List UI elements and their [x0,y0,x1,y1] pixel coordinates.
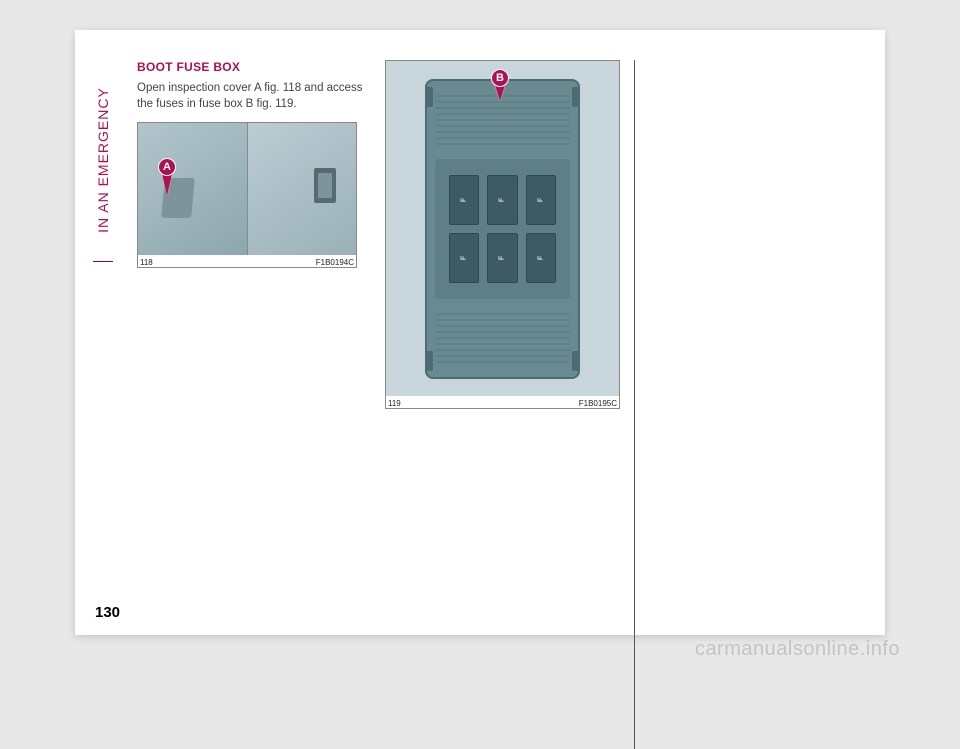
manual-page: IN AN EMERGENCY BOOT FUSE BOX Open inspe… [75,30,885,635]
left-column: BOOT FUSE BOX Open inspection cover A fi… [137,60,367,268]
page-number: 130 [95,604,120,621]
callout-arrow-b-icon [495,85,505,101]
fuse-slot [487,175,517,225]
figure-119-image: B [386,61,619,396]
fuse-slot [526,175,556,225]
callout-label-a: A [158,158,176,176]
fuse-slot [526,233,556,283]
figure-119-number: 119 [388,399,401,408]
figure-118-image: A [138,123,356,255]
chapter-label: IN AN EMERGENCY [95,70,111,250]
callout-marker-b: B [491,69,509,87]
figure-119-code: F1B0195C [579,399,617,408]
figure-118-left-panel [138,123,248,255]
bracket-icon [572,87,580,107]
figure-118: A 118 F1B0194C [137,122,357,268]
figure-118-code: F1B0194C [316,258,354,267]
fuse-slot [487,233,517,283]
figure-118-caption: 118 F1B0194C [138,255,356,267]
bracket-icon [425,351,433,371]
right-column: B 119 F1B0195C [385,60,635,749]
watermark-text: carmanualsonline.info [695,638,900,661]
callout-label-b: B [491,69,509,87]
figure-118-number: 118 [140,258,153,267]
fuse-box-diagram [425,79,580,379]
chapter-tab: IN AN EMERGENCY [93,62,113,262]
callout-marker-a: A [158,158,176,176]
section-body: Open inspection cover A fig. 118 and acc… [137,80,367,112]
fuse-slot [449,175,479,225]
figure-118-right-panel [248,123,357,255]
bracket-icon [572,351,580,371]
fuse-slot [449,233,479,283]
bracket-icon [425,87,433,107]
figure-119: B 119 F1B0195C [385,60,620,409]
section-heading: BOOT FUSE BOX [137,60,367,74]
fuse-grid [435,159,570,299]
callout-arrow-a-icon [162,174,172,196]
figure-119-caption: 119 F1B0195C [386,396,619,408]
